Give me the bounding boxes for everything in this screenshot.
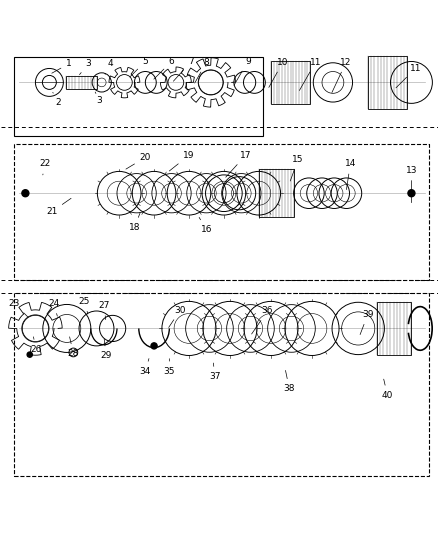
Text: 21: 21	[46, 198, 71, 216]
Text: 8: 8	[194, 58, 209, 83]
Text: 40: 40	[381, 379, 392, 400]
Text: 28: 28	[67, 337, 79, 358]
Bar	[367, 56, 406, 109]
Text: 24: 24	[48, 299, 59, 316]
Text: 15: 15	[290, 155, 303, 181]
Text: 27: 27	[98, 301, 110, 320]
Circle shape	[407, 190, 414, 197]
Text: 37: 37	[209, 363, 220, 381]
Text: 5: 5	[130, 57, 148, 77]
Text: 18: 18	[128, 213, 140, 232]
Text: 36: 36	[251, 306, 272, 334]
Text: 3: 3	[95, 92, 102, 105]
Bar	[66, 76, 97, 88]
Text: 13: 13	[405, 166, 416, 203]
Text: 17: 17	[225, 151, 251, 177]
Text: 6: 6	[153, 57, 174, 79]
Text: 35: 35	[163, 359, 175, 376]
Circle shape	[27, 352, 32, 357]
Text: 25: 25	[78, 297, 90, 314]
Circle shape	[22, 190, 29, 197]
Text: 26: 26	[31, 337, 42, 354]
Text: 29: 29	[100, 339, 112, 360]
Text: 23: 23	[9, 299, 28, 317]
Bar	[376, 302, 410, 354]
Text: 2: 2	[53, 92, 61, 108]
Text: 1: 1	[52, 59, 72, 73]
Text: 7: 7	[173, 57, 194, 81]
Text: 39: 39	[359, 310, 373, 335]
Text: 16: 16	[199, 217, 212, 234]
Bar	[270, 61, 310, 104]
Text: 30: 30	[168, 305, 186, 327]
Text: 34: 34	[139, 359, 151, 376]
Text: 10: 10	[268, 58, 288, 87]
Text: 22: 22	[39, 159, 50, 175]
Circle shape	[151, 343, 157, 349]
Text: 4: 4	[105, 59, 113, 74]
Text: 3: 3	[79, 59, 91, 75]
Text: 19: 19	[169, 151, 194, 171]
Text: 11: 11	[299, 58, 321, 91]
Text: 9: 9	[233, 57, 250, 85]
Text: 20: 20	[126, 153, 151, 169]
Text: 11: 11	[395, 63, 420, 88]
Text: 14: 14	[344, 159, 355, 190]
Text: 12: 12	[331, 58, 351, 93]
Bar	[258, 169, 293, 217]
Text: 38: 38	[283, 370, 294, 393]
